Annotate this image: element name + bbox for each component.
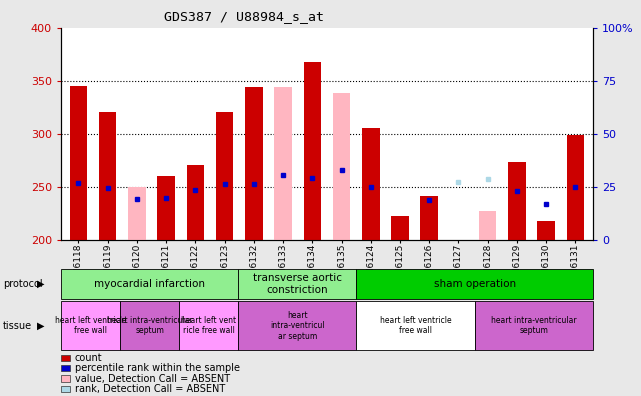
Text: heart intra-ventricular
septum: heart intra-ventricular septum [107,316,192,335]
Text: GDS387 / U88984_s_at: GDS387 / U88984_s_at [163,10,324,23]
Text: heart left ventricle
free wall: heart left ventricle free wall [379,316,451,335]
Text: tissue: tissue [3,321,32,331]
Bar [391,216,409,240]
Bar [216,112,233,240]
Text: ▶: ▶ [37,321,44,331]
Text: value, Detection Call = ABSENT: value, Detection Call = ABSENT [75,373,230,384]
Bar [508,162,526,240]
Bar [479,211,497,240]
Text: ▶: ▶ [37,279,44,289]
Bar [420,196,438,240]
Text: count: count [75,353,103,363]
Bar [333,93,350,240]
Text: percentile rank within the sample: percentile rank within the sample [75,363,240,373]
Text: heart intra-ventricular
septum: heart intra-ventricular septum [491,316,577,335]
Bar [362,128,379,240]
Bar [187,166,204,240]
Text: myocardial infarction: myocardial infarction [94,279,205,289]
Text: heart
intra-ventricul
ar septum: heart intra-ventricul ar septum [270,311,324,341]
Bar [70,86,87,240]
Text: sham operation: sham operation [433,279,516,289]
Bar [537,221,555,240]
Text: heart left ventricle
free wall: heart left ventricle free wall [54,316,126,335]
Text: rank, Detection Call = ABSENT: rank, Detection Call = ABSENT [75,384,225,394]
Bar [304,62,321,240]
Bar [245,87,263,240]
Bar [157,176,175,240]
Bar [274,87,292,240]
Bar [567,135,584,240]
Text: transverse aortic
constriction: transverse aortic constriction [253,273,342,295]
Bar [128,187,146,240]
Text: protocol: protocol [3,279,43,289]
Bar [99,112,117,240]
Text: heart left vent
ricle free wall: heart left vent ricle free wall [181,316,237,335]
